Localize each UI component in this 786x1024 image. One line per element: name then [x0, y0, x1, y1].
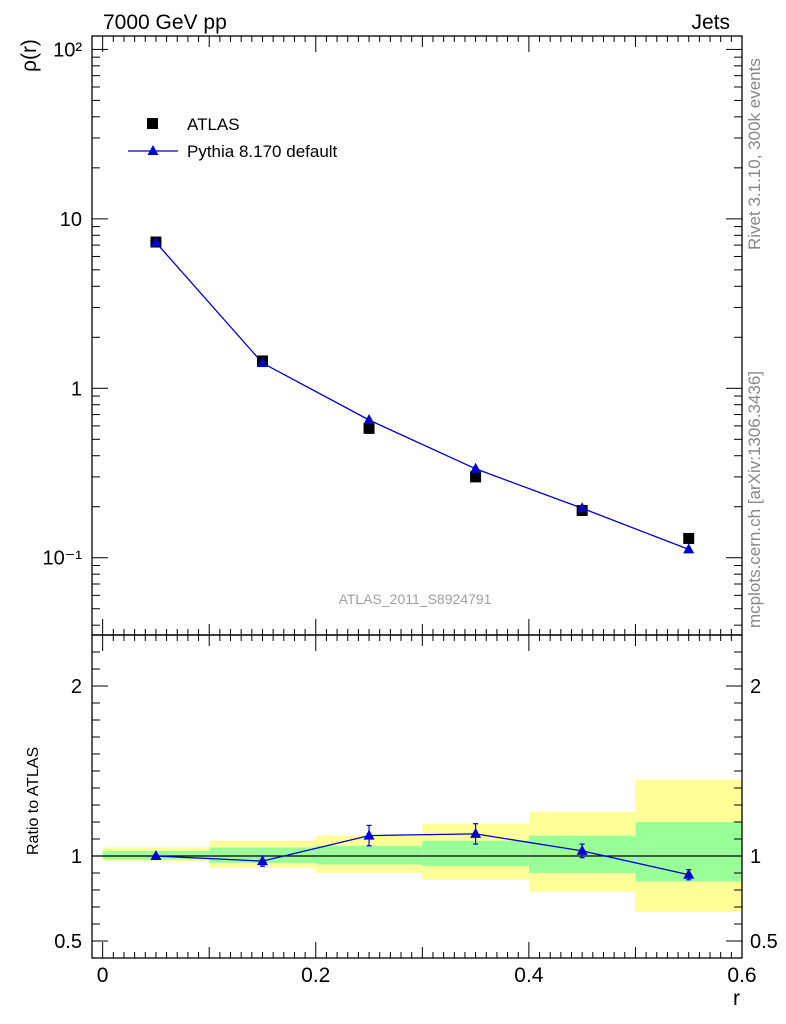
pythia-point-3 [470, 462, 482, 473]
header-left: 7000 GeV pp [103, 11, 227, 34]
legend: ATLAS Pythia 8.170 default [128, 115, 338, 161]
data-marks [150, 236, 695, 881]
ratio-y-tick-label-left: 1 [71, 846, 82, 868]
header-right: Jets [691, 11, 730, 34]
pythia-point-5 [683, 543, 695, 554]
y-tick-label: 1 [71, 378, 82, 400]
ratio-point-4 [576, 844, 588, 855]
ratio-uncertainty-bands [102, 779, 742, 913]
main-ylabel: ρ(r) [18, 39, 41, 72]
ratio-y-tick-label-right: 1 [750, 846, 761, 868]
ratio-point-3 [470, 827, 482, 838]
x-tick-label: 0 [97, 964, 109, 987]
ratio-y-tick-label-left: 2 [71, 676, 82, 698]
mcplots-label: mcplots.cern.ch [arXiv:1306.3436] [745, 371, 764, 628]
x-tick-label: 0.6 [727, 964, 756, 987]
band-inner-2 [315, 845, 423, 865]
ratio-point-2 [363, 829, 375, 840]
ratio-point-5 [683, 868, 695, 879]
ratio-line [155, 833, 689, 876]
ratio-xlabel: r [733, 987, 740, 1010]
ratio-y-tick-label-right: 0.5 [750, 931, 778, 953]
legend-atlas-label: ATLAS [187, 115, 240, 134]
pythia-point-0 [150, 236, 162, 247]
ratio-frame [91, 634, 743, 959]
atlas-point-5 [683, 532, 695, 544]
legend-pythia-marker [147, 145, 159, 155]
atlas-point-3 [470, 471, 482, 483]
axes: 0 0.2 0.4 0.6 10⁻¹ 1 10 10² 0.5 0.5 1 1 2 2 [43, 35, 778, 987]
x-tick-label: 0.4 [514, 964, 544, 987]
pythia-point-2 [363, 414, 375, 425]
legend-pythia-label: Pythia 8.170 default [187, 142, 338, 161]
ratio-point-1 [256, 855, 268, 866]
y-tick-label: 10² [53, 39, 82, 61]
pythia-point-4 [576, 502, 588, 513]
y-tick-label: 10 [60, 209, 82, 231]
ratio-y-tick-label-right: 2 [750, 676, 761, 698]
analysis-label: ATLAS_2011_S8924791 [339, 591, 492, 607]
ratio-y-tick-label-left: 0.5 [54, 931, 82, 953]
ratio-ylabel: Ratio to ATLAS [25, 747, 42, 855]
atlas-point-2 [363, 422, 375, 434]
y-tick-label: 10⁻¹ [43, 548, 83, 570]
pythia-point-1 [256, 357, 268, 368]
pythia-line [155, 242, 689, 551]
legend-atlas-marker [147, 118, 158, 129]
x-tick-label: 0.2 [301, 964, 330, 987]
band-inner-3 [422, 840, 529, 867]
ratio-point-0 [150, 850, 162, 860]
rivet-label: Rivet 3.1.10, 300k events [745, 58, 764, 250]
